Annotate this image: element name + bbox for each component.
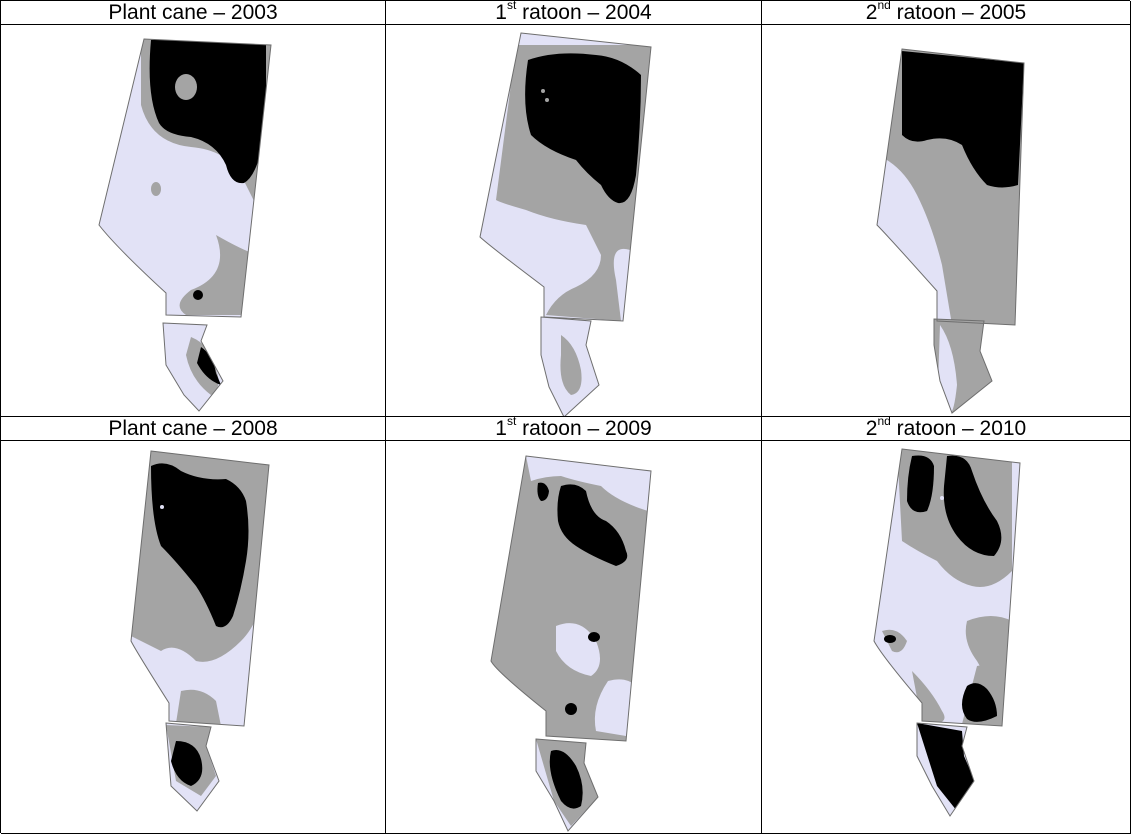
field-map-2009: [490, 455, 652, 832]
zone-low: [160, 505, 164, 509]
field-boundary: [165, 722, 220, 812]
zone-high: [943, 455, 1002, 556]
panel-title-2005: 2nd ratoon – 2005: [762, 1, 1131, 25]
map-panel-2004: [386, 25, 762, 417]
zone-high: [549, 750, 583, 809]
zone-mid: [175, 74, 197, 100]
zone-high: [151, 463, 249, 628]
field-boundary: [873, 448, 1021, 727]
zone-high: [193, 290, 203, 300]
field-map-2008: [130, 450, 270, 812]
field-boundary: [479, 32, 652, 322]
field-map-2005: [876, 48, 1025, 414]
map-panel-2009: [386, 441, 762, 834]
zone-high: [884, 635, 896, 643]
zone-high: [525, 53, 641, 204]
zone-mid: [151, 182, 161, 196]
field-map-2003: [98, 38, 272, 412]
field-boundary: [490, 455, 652, 742]
zone-low: [526, 456, 651, 511]
field-boundary: [933, 318, 993, 414]
panel-title-2008: Plant cane – 2008: [1, 417, 386, 441]
zone-mid: [541, 89, 545, 93]
zone-high: [907, 455, 934, 513]
zone-low: [940, 496, 944, 500]
zone-high: [171, 741, 203, 786]
zone-mid: [545, 98, 549, 102]
zone-high: [197, 347, 221, 385]
map-panel-2005: [762, 25, 1131, 417]
field-map-2010: [873, 448, 1021, 817]
field-map-2004: [479, 32, 652, 416]
field-boundary: [162, 322, 224, 412]
map-panel-2003: [1, 25, 386, 417]
zone-high: [557, 484, 628, 566]
zone-high: [588, 632, 600, 642]
zone-high: [962, 683, 997, 722]
zone-high: [902, 51, 1024, 188]
zone-mid: [560, 335, 582, 395]
zone-high: [149, 40, 266, 184]
field-boundary: [916, 722, 975, 817]
zone-high: [565, 703, 577, 715]
zone-low: [594, 679, 636, 736]
field-boundary: [98, 38, 272, 318]
panel-title-2010: 2nd ratoon – 2010: [762, 417, 1131, 441]
field-boundary: [540, 316, 600, 416]
zone-mid: [176, 689, 221, 726]
panel-title-2003: Plant cane – 2003: [1, 1, 386, 25]
map-panel-2010: [762, 441, 1131, 834]
map-panel-2008: [1, 441, 386, 834]
zone-mid: [965, 616, 1012, 681]
field-boundary: [130, 450, 270, 727]
zone-low: [877, 155, 952, 325]
field-boundary: [535, 738, 599, 832]
panel-title-2009: 1st ratoon – 2009: [386, 417, 762, 441]
field-boundary: [876, 48, 1025, 326]
zone-high: [537, 482, 549, 501]
panel-title-2004: 1st ratoon – 2004: [386, 1, 762, 25]
